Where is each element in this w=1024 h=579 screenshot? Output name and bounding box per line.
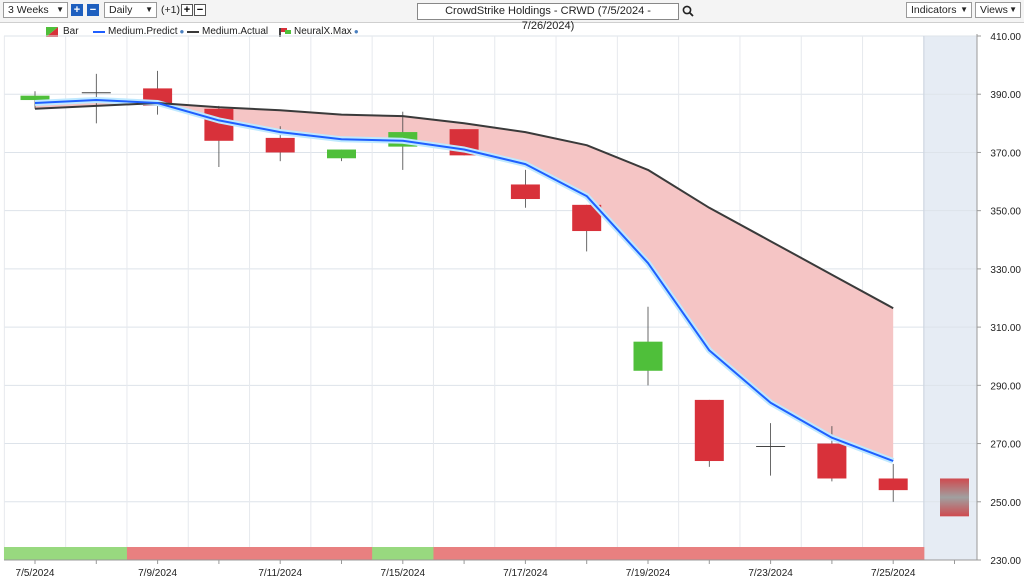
indicators-label: Indicators bbox=[911, 4, 957, 16]
y-tick-label: 330.00 bbox=[990, 265, 1021, 276]
bar-body bbox=[633, 341, 663, 371]
settings-dot-icon[interactable]: ● bbox=[179, 27, 185, 36]
chevron-down-icon: ▼ bbox=[960, 5, 968, 14]
signal-segment bbox=[494, 547, 557, 560]
actual-line bbox=[34, 102, 894, 310]
zoom-in-button[interactable]: + bbox=[71, 4, 83, 16]
predict-legend-icon bbox=[93, 30, 105, 33]
period-dropdown[interactable]: 3 Weeks ▼ bbox=[3, 2, 68, 18]
y-tick-label: 250.00 bbox=[990, 498, 1021, 509]
prediction-band-area bbox=[35, 100, 894, 461]
signal-strip bbox=[4, 547, 925, 560]
bar-body bbox=[817, 443, 847, 479]
y-tick-label: 310.00 bbox=[990, 323, 1021, 334]
x-tick-label: 7/17/2024 bbox=[503, 568, 548, 579]
toolbar: 3 Weeks ▼ + − Daily ▼ (+1) + − CrowdStri… bbox=[0, 0, 1024, 32]
signal-segment bbox=[556, 547, 618, 560]
bar-body bbox=[20, 95, 50, 101]
y-tick-label: 410.00 bbox=[990, 32, 1021, 43]
indicators-dropdown[interactable]: Indicators ▼ bbox=[906, 2, 972, 18]
chevron-down-icon: ▼ bbox=[1009, 5, 1017, 14]
interval-dropdown[interactable]: Daily ▼ bbox=[104, 2, 157, 18]
signal-segment bbox=[310, 547, 373, 560]
bar-body bbox=[510, 184, 540, 200]
search-icon[interactable] bbox=[682, 5, 694, 17]
legend-neural-label: NeuralX.Max bbox=[294, 26, 352, 37]
flag-icon bbox=[279, 27, 291, 37]
y-tick-label: 390.00 bbox=[990, 90, 1021, 101]
signal-segment bbox=[862, 547, 925, 560]
bar-body bbox=[694, 399, 724, 462]
bar-legend-icon bbox=[46, 26, 58, 37]
views-label: Views bbox=[980, 4, 1008, 16]
settings-dot-icon[interactable]: ● bbox=[353, 27, 359, 36]
x-axis: 7/5/2024 7/9/2024 7/11/2024 7/15/2024 7/17/2… bbox=[4, 559, 977, 579]
legend-bar-label: Bar bbox=[63, 26, 79, 37]
signal-segment bbox=[126, 547, 189, 560]
chevron-down-icon: ▼ bbox=[56, 5, 64, 14]
forecast-zone bbox=[923, 36, 977, 560]
y-axis: 410.00 390.00 370.00 350.00 330.00 310.00 290.… bbox=[976, 32, 1021, 567]
series-lines bbox=[34, 97, 895, 464]
step-back-button[interactable]: − bbox=[194, 4, 206, 16]
y-tick-label: 230.00 bbox=[990, 556, 1021, 567]
symbol-title-field[interactable]: CrowdStrike Holdings - CRWD (7/5/2024 - … bbox=[417, 3, 679, 32]
x-tick-label: 7/19/2024 bbox=[626, 568, 671, 579]
predict-line bbox=[34, 99, 894, 462]
legend-predict-label: Medium.Predict bbox=[108, 26, 178, 37]
signal-segment bbox=[433, 547, 496, 560]
legend-bar[interactable]: Bar bbox=[46, 26, 79, 37]
signal-segment bbox=[801, 547, 864, 560]
prediction-band bbox=[35, 100, 894, 461]
legend-actual-label: Medium.Actual bbox=[202, 26, 269, 37]
signal-segment bbox=[65, 547, 128, 560]
step-label: (+1) bbox=[161, 4, 180, 16]
signal-segment bbox=[678, 547, 741, 560]
x-tick-label: 7/15/2024 bbox=[381, 568, 426, 579]
signal-segment bbox=[372, 547, 434, 560]
bar-body bbox=[327, 149, 356, 159]
signal-segment bbox=[188, 547, 251, 560]
signal-segment bbox=[739, 547, 802, 560]
x-tick-label: 7/23/2024 bbox=[748, 568, 793, 579]
y-tick-label: 270.00 bbox=[990, 440, 1021, 451]
x-tick-label: 7/11/2024 bbox=[258, 568, 302, 579]
step-forward-button[interactable]: + bbox=[181, 4, 193, 16]
y-tick-label: 370.00 bbox=[990, 148, 1021, 159]
legend-predict[interactable]: Medium.Predict ● bbox=[93, 26, 184, 37]
bar-body bbox=[265, 137, 295, 153]
y-tick-label: 290.00 bbox=[990, 381, 1021, 392]
legend-actual[interactable]: Medium.Actual bbox=[187, 26, 268, 37]
signal-segment bbox=[617, 547, 680, 560]
signal-segment bbox=[4, 547, 67, 560]
x-tick-label: 7/25/2024 bbox=[871, 568, 916, 579]
interval-value: Daily bbox=[109, 4, 133, 16]
actual-legend-icon bbox=[187, 30, 199, 33]
y-tick-label: 350.00 bbox=[990, 207, 1021, 218]
forecast-bar bbox=[940, 478, 969, 517]
x-tick-label: 7/9/2024 bbox=[138, 568, 177, 579]
signal-segment bbox=[249, 547, 312, 560]
x-tick-label: 7/5/2024 bbox=[16, 568, 55, 579]
zoom-out-button[interactable]: − bbox=[87, 4, 99, 16]
bar-body bbox=[878, 478, 908, 491]
views-dropdown[interactable]: Views ▼ bbox=[975, 2, 1021, 18]
legend-neural[interactable]: NeuralX.Max ● bbox=[279, 26, 359, 37]
chevron-down-icon: ▼ bbox=[145, 5, 153, 14]
period-value: 3 Weeks bbox=[8, 4, 49, 16]
